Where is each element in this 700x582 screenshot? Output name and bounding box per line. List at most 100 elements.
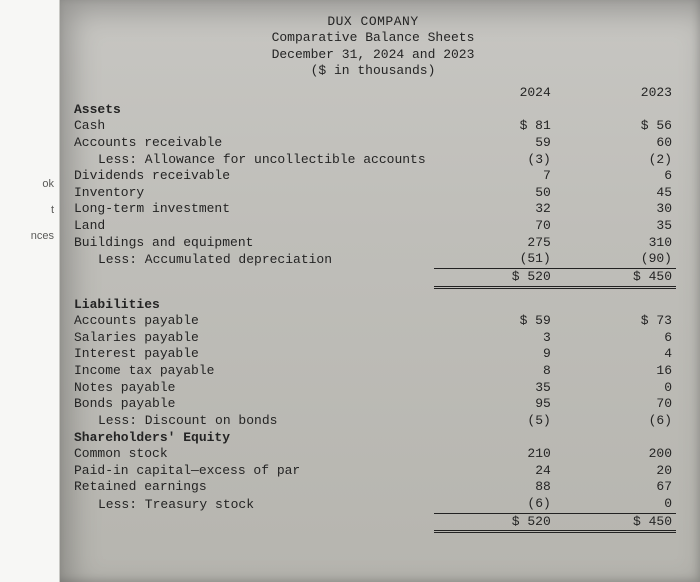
amount-2023: 20 — [555, 463, 676, 480]
line-item-row: Dividends receivable76 — [70, 168, 676, 185]
amount-2023: 16 — [555, 363, 676, 380]
nav-sidestrip: ok t nces — [0, 0, 60, 582]
amount-2024: (6) — [434, 496, 555, 513]
amount-2024: 88 — [434, 479, 555, 496]
line-label: Assets — [70, 102, 434, 119]
amount-2024: 7 — [434, 168, 555, 185]
amount-2024: 32 — [434, 201, 555, 218]
amount-2023: 310 — [555, 235, 676, 252]
amount-2023 — [555, 297, 676, 314]
title-report: Comparative Balance Sheets — [70, 30, 676, 46]
amount-2023: $ 450 — [555, 513, 676, 532]
amount-2024: $ 520 — [434, 513, 555, 532]
amount-2023: 6 — [555, 168, 676, 185]
spacer-row — [70, 287, 676, 297]
line-label: Income tax payable — [70, 363, 434, 380]
line-item-row: Buildings and equipment275310 — [70, 235, 676, 252]
line-label: Less: Allowance for uncollectible accoun… — [70, 152, 434, 169]
amount-2023: 0 — [555, 496, 676, 513]
line-item-row: Accounts payable$ 59$ 73 — [70, 313, 676, 330]
line-label: Notes payable — [70, 380, 434, 397]
line-label: Liabilities — [70, 297, 434, 314]
line-item-row: Paid-in capital—excess of par2420 — [70, 463, 676, 480]
line-label: Paid-in capital—excess of par — [70, 463, 434, 480]
line-label: Land — [70, 218, 434, 235]
amount-2024: 95 — [434, 396, 555, 413]
amount-2023: 4 — [555, 346, 676, 363]
amount-2024: 210 — [434, 446, 555, 463]
title-block: DUX COMPANY Comparative Balance Sheets D… — [70, 14, 676, 79]
line-label: Retained earnings — [70, 479, 434, 496]
line-item-row: Less: Accumulated depreciation(51)(90) — [70, 251, 676, 268]
sidestrip-frag-ok: ok — [42, 178, 54, 190]
section-row: Assets — [70, 102, 676, 119]
amount-2023: 70 — [555, 396, 676, 413]
amount-2023: 6 — [555, 330, 676, 347]
amount-2023: 200 — [555, 446, 676, 463]
amount-2023: (90) — [555, 251, 676, 268]
line-item-row: Accounts receivable5960 — [70, 135, 676, 152]
line-item-row: Land7035 — [70, 218, 676, 235]
amount-2023: $ 450 — [555, 268, 676, 287]
amount-2024: 70 — [434, 218, 555, 235]
line-label: Bonds payable — [70, 396, 434, 413]
amount-2023: $ 73 — [555, 313, 676, 330]
title-units: ($ in thousands) — [70, 63, 676, 79]
line-item-row: Inventory5045 — [70, 185, 676, 202]
line-label: Salaries payable — [70, 330, 434, 347]
amount-2024: (5) — [434, 413, 555, 430]
amount-2024: $ 59 — [434, 313, 555, 330]
amount-2024 — [434, 430, 555, 447]
line-label: Long-term investment — [70, 201, 434, 218]
line-item-row: Less: Allowance for uncollectible accoun… — [70, 152, 676, 169]
title-date: December 31, 2024 and 2023 — [70, 47, 676, 63]
sidestrip-frag-t: t — [51, 204, 54, 216]
amount-2023: 67 — [555, 479, 676, 496]
line-item-row: Cash$ 81$ 56 — [70, 118, 676, 135]
amount-2024: 50 — [434, 185, 555, 202]
amount-2023: (6) — [555, 413, 676, 430]
line-label: Common stock — [70, 446, 434, 463]
line-label: Accounts payable — [70, 313, 434, 330]
line-label: Dividends receivable — [70, 168, 434, 185]
amount-2023: 60 — [555, 135, 676, 152]
amount-2024: 9 — [434, 346, 555, 363]
sidestrip-frag-nces: nces — [31, 230, 54, 242]
line-item-row: Notes payable350 — [70, 380, 676, 397]
amount-2024 — [434, 297, 555, 314]
line-label: Buildings and equipment — [70, 235, 434, 252]
line-item-row: Less: Treasury stock(6)0 — [70, 496, 676, 513]
balance-sheet-table: 2024 2023 AssetsCash$ 81$ 56Accounts rec… — [70, 85, 676, 533]
title-company: DUX COMPANY — [70, 14, 676, 30]
line-label: Less: Discount on bonds — [70, 413, 434, 430]
col-header-2023: 2023 — [555, 85, 676, 102]
amount-2024: 275 — [434, 235, 555, 252]
line-label: Inventory — [70, 185, 434, 202]
amount-2024: 35 — [434, 380, 555, 397]
amount-2024: 59 — [434, 135, 555, 152]
section-row: Shareholders' Equity — [70, 430, 676, 447]
amount-2024: 24 — [434, 463, 555, 480]
line-label: Interest payable — [70, 346, 434, 363]
amount-2023: (2) — [555, 152, 676, 169]
amount-2023 — [555, 430, 676, 447]
line-item-row: Income tax payable816 — [70, 363, 676, 380]
line-label — [70, 513, 434, 532]
line-item-row: Retained earnings8867 — [70, 479, 676, 496]
amount-2024: $ 520 — [434, 268, 555, 287]
line-item-row: Common stock210200 — [70, 446, 676, 463]
amount-2023: 45 — [555, 185, 676, 202]
amount-2024: 8 — [434, 363, 555, 380]
amount-2024: $ 81 — [434, 118, 555, 135]
line-item-row: Less: Discount on bonds(5)(6) — [70, 413, 676, 430]
line-label — [70, 268, 434, 287]
amount-2023: 35 — [555, 218, 676, 235]
line-label: Shareholders' Equity — [70, 430, 434, 447]
line-label: Less: Treasury stock — [70, 496, 434, 513]
balance-sheet: DUX COMPANY Comparative Balance Sheets D… — [70, 14, 676, 533]
line-item-row: $ 520$ 450 — [70, 513, 676, 532]
amount-2024: (51) — [434, 251, 555, 268]
amount-2023: 0 — [555, 380, 676, 397]
amount-2024: (3) — [434, 152, 555, 169]
amount-2024: 3 — [434, 330, 555, 347]
